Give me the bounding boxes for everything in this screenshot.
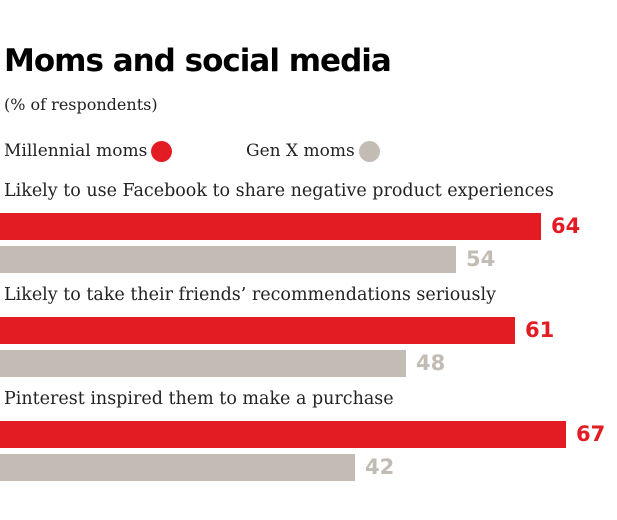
data-label: 64 [551,214,581,238]
chart-subtitle: (% of respondents) [4,95,158,114]
data-label: 42 [365,455,395,479]
data-label: 48 [416,351,446,375]
bar [0,421,566,448]
category-label: Pinterest inspired them to make a purcha… [4,389,394,409]
data-label: 67 [576,422,606,446]
bar [0,454,355,481]
data-label: 54 [466,247,496,271]
bar [0,246,456,273]
bar [0,350,406,377]
legend-item-gen-x-moms: Gen X moms [246,140,380,162]
legend-label-millennial-moms: Millennial moms [4,141,148,161]
chart-title: Moms and social media [4,43,392,79]
legend-item-millennial-moms: Millennial moms [4,140,173,162]
category-label: Likely to take their friends’ recommenda… [4,285,496,305]
legend-swatch-gen-x-moms [358,140,380,162]
bar [0,213,541,240]
legend-swatch-millennial-moms [151,140,173,162]
data-label: 61 [525,318,555,342]
bar [0,317,515,344]
legend-label-gen-x-moms: Gen X moms [246,141,355,161]
category-label: Likely to use Facebook to share negative… [4,181,554,201]
